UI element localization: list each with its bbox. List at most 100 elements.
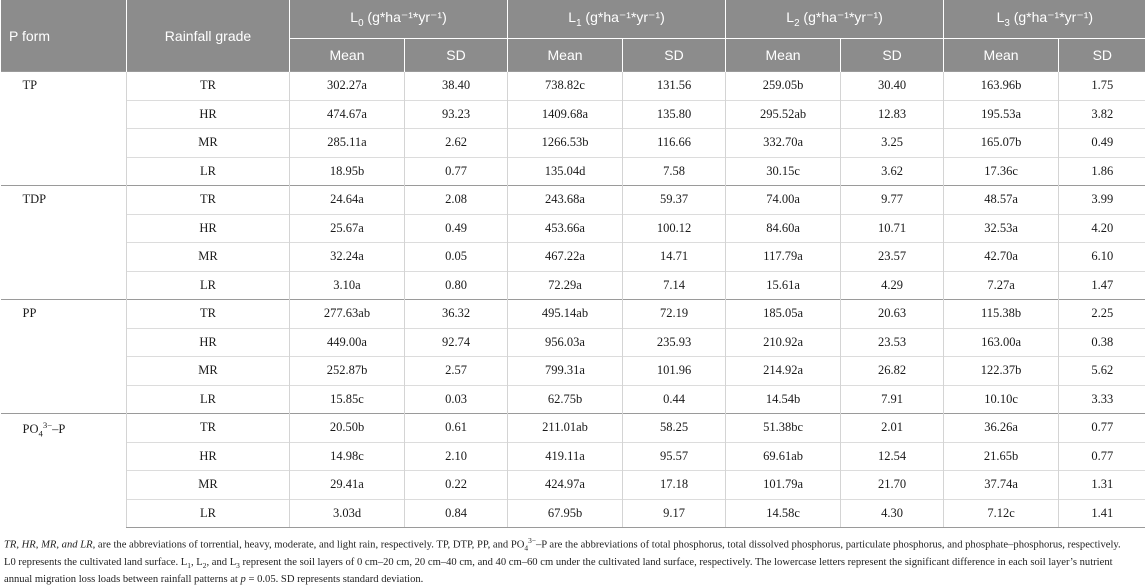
sd-cell: 38.40 <box>405 72 508 101</box>
mean-cell: 20.50b <box>290 414 405 443</box>
sd-cell: 2.01 <box>841 414 944 443</box>
mean-cell: 7.27a <box>944 271 1059 300</box>
rainfall-grade-cell: LR <box>127 385 290 414</box>
sd-cell: 10.71 <box>841 214 944 243</box>
rainfall-grade-cell: TR <box>127 72 290 101</box>
sd-cell: 100.12 <box>623 214 726 243</box>
footnote-abbreviations: TR, HR, MR, and LR, are the abbreviation… <box>4 534 1141 556</box>
sd-cell: 12.83 <box>841 100 944 129</box>
sd-cell: 0.77 <box>405 157 508 186</box>
sd-cell: 0.77 <box>1059 442 1145 471</box>
mean-cell: 163.96b <box>944 72 1059 101</box>
mean-cell: 1409.68a <box>508 100 623 129</box>
mean-cell: 25.67a <box>290 214 405 243</box>
sd-cell: 101.96 <box>623 357 726 386</box>
sd-cell: 12.54 <box>841 442 944 471</box>
mean-cell: 185.05a <box>726 300 841 329</box>
mean-cell: 495.14ab <box>508 300 623 329</box>
sd-cell: 30.40 <box>841 72 944 101</box>
mean-cell: 14.98c <box>290 442 405 471</box>
sd-cell: 23.57 <box>841 243 944 272</box>
sd-cell: 0.49 <box>1059 129 1145 158</box>
sd-cell: 0.61 <box>405 414 508 443</box>
mean-cell: 302.27a <box>290 72 405 101</box>
sd-cell: 235.93 <box>623 328 726 357</box>
header-group-l2: L2 (g*ha⁻¹*yr⁻¹) <box>726 0 944 39</box>
sd-cell: 2.62 <box>405 129 508 158</box>
mean-cell: 84.60a <box>726 214 841 243</box>
sd-cell: 135.80 <box>623 100 726 129</box>
sd-cell: 0.84 <box>405 499 508 528</box>
rainfall-grade-cell: HR <box>127 442 290 471</box>
mean-cell: 24.64a <box>290 186 405 215</box>
sd-cell: 7.14 <box>623 271 726 300</box>
mean-cell: 956.03a <box>508 328 623 357</box>
mean-cell: 18.95b <box>290 157 405 186</box>
rainfall-grade-cell: LR <box>127 499 290 528</box>
sd-cell: 0.80 <box>405 271 508 300</box>
header-mean: Mean <box>508 39 623 72</box>
mean-cell: 277.63ab <box>290 300 405 329</box>
rainfall-grade-cell: TR <box>127 300 290 329</box>
mean-cell: 48.57a <box>944 186 1059 215</box>
sd-cell: 2.10 <box>405 442 508 471</box>
sd-cell: 17.18 <box>623 471 726 500</box>
sd-cell: 0.77 <box>1059 414 1145 443</box>
sd-cell: 3.99 <box>1059 186 1145 215</box>
mean-cell: 243.68a <box>508 186 623 215</box>
mean-cell: 42.70a <box>944 243 1059 272</box>
header-group-l1: L1 (g*ha⁻¹*yr⁻¹) <box>508 0 726 39</box>
rainfall-grade-cell: MR <box>127 357 290 386</box>
mean-cell: 453.66a <box>508 214 623 243</box>
mean-cell: 738.82c <box>508 72 623 101</box>
mean-cell: 3.10a <box>290 271 405 300</box>
mean-cell: 15.85c <box>290 385 405 414</box>
sd-cell: 26.82 <box>841 357 944 386</box>
mean-cell: 30.15c <box>726 157 841 186</box>
header-sd: SD <box>1059 39 1145 72</box>
mean-cell: 3.03d <box>290 499 405 528</box>
sd-cell: 0.05 <box>405 243 508 272</box>
mean-cell: 69.61ab <box>726 442 841 471</box>
header-mean: Mean <box>944 39 1059 72</box>
sd-cell: 3.25 <box>841 129 944 158</box>
p-form-cell: TP <box>1 72 127 186</box>
mean-cell: 285.11a <box>290 129 405 158</box>
header-rainfall-grade: Rainfall grade <box>127 0 290 72</box>
sd-cell: 3.33 <box>1059 385 1145 414</box>
header-sd: SD <box>623 39 726 72</box>
mean-cell: 122.37b <box>944 357 1059 386</box>
mean-cell: 115.38b <box>944 300 1059 329</box>
sd-cell: 6.10 <box>1059 243 1145 272</box>
sd-cell: 7.91 <box>841 385 944 414</box>
sd-cell: 21.70 <box>841 471 944 500</box>
mean-cell: 32.53a <box>944 214 1059 243</box>
rainfall-grade-cell: LR <box>127 271 290 300</box>
table-header: P form Rainfall grade L0 (g*ha⁻¹*yr⁻¹) L… <box>1 0 1145 72</box>
header-mean: Mean <box>290 39 405 72</box>
sd-cell: 93.23 <box>405 100 508 129</box>
sd-cell: 2.25 <box>1059 300 1145 329</box>
sd-cell: 4.30 <box>841 499 944 528</box>
p-form-cell: PO43−–P <box>1 414 127 528</box>
mean-cell: 37.74a <box>944 471 1059 500</box>
sd-cell: 95.57 <box>623 442 726 471</box>
p-form-cell: TDP <box>1 186 127 300</box>
mean-cell: 36.26a <box>944 414 1059 443</box>
rainfall-grade-cell: LR <box>127 157 290 186</box>
mean-cell: 29.41a <box>290 471 405 500</box>
sd-cell: 1.86 <box>1059 157 1145 186</box>
sd-cell: 58.25 <box>623 414 726 443</box>
header-p-form: P form <box>1 0 127 72</box>
mean-cell: 474.67a <box>290 100 405 129</box>
sd-cell: 36.32 <box>405 300 508 329</box>
sd-cell: 2.57 <box>405 357 508 386</box>
mean-cell: 252.87b <box>290 357 405 386</box>
